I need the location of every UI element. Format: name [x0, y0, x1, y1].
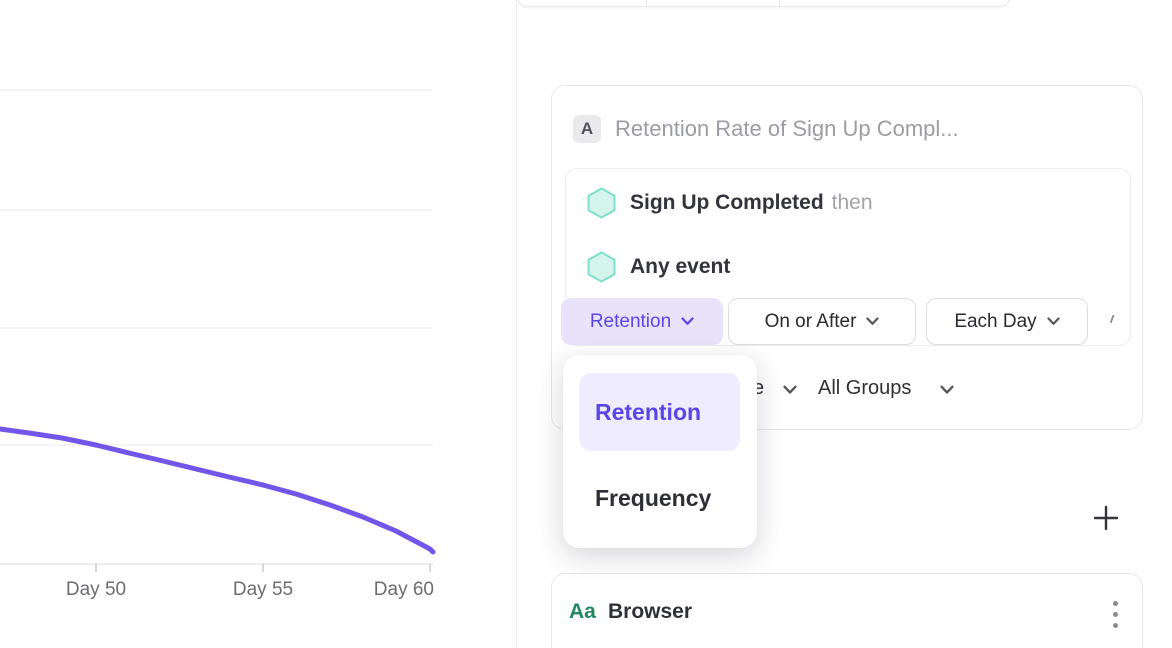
mode-dropdown-label: Retention: [589, 310, 672, 332]
add-button[interactable]: [1092, 504, 1120, 532]
kebab-menu-button[interactable]: [1103, 596, 1127, 632]
x-axis-tick-label: Day 50: [65, 579, 127, 600]
timing-dropdown-label: On or After: [764, 310, 857, 332]
panel-divider: [516, 0, 517, 648]
menu-item-retention[interactable]: Retention: [579, 373, 740, 451]
measured-as-row: e All Groups: [552, 377, 1142, 407]
event-hexagon-icon: [587, 251, 616, 283]
kebab-dot: [1112, 600, 1118, 606]
string-type-icon: Aa: [569, 600, 596, 623]
retention-chart: [0, 89, 436, 572]
chevron-down-icon: [1047, 317, 1060, 326]
interval-dropdown-label: Each Day: [954, 310, 1037, 332]
chevron-down-icon: [783, 385, 797, 395]
event-hexagon-icon: [587, 187, 616, 219]
chevron-down-icon: [866, 317, 880, 326]
event-name: Any event: [630, 255, 731, 278]
tab-divider: [779, 0, 780, 6]
tab-divider: [646, 0, 647, 6]
chevron-down-icon: [940, 385, 954, 395]
property-card[interactable]: Aa Browser: [551, 573, 1143, 648]
event-suffix: then: [831, 191, 873, 214]
groups-dropdown[interactable]: All Groups: [818, 377, 912, 399]
metric-badge: A: [573, 115, 601, 143]
mode-dropdown-menu: Retention Frequency: [563, 355, 757, 548]
interval-dropdown-button[interactable]: Each Day: [926, 298, 1088, 345]
event-row-return[interactable]: Any event: [587, 251, 730, 283]
x-axis-tick-label: Day 60: [373, 579, 434, 600]
x-axis-tick-label: Day 55: [232, 579, 294, 600]
clipped-top-tabs[interactable]: [517, 0, 1010, 7]
menu-item-frequency[interactable]: Frequency: [595, 484, 712, 511]
events-card: Sign Up Completed then Any event Retentio…: [561, 168, 1131, 346]
clipped-icon: [1109, 314, 1118, 325]
timing-dropdown-button[interactable]: On or After: [728, 298, 916, 345]
clipped-dropdown-label[interactable]: e: [753, 377, 765, 399]
chevron-down-icon: [681, 317, 694, 326]
plus-icon: [1093, 505, 1119, 531]
property-name: Browser: [608, 600, 693, 623]
metric-name-input[interactable]: Retention Rate of Sign Up Compl...: [615, 116, 959, 141]
mode-dropdown-button[interactable]: Retention: [561, 298, 723, 345]
kebab-dot: [1112, 622, 1118, 628]
event-row-first[interactable]: Sign Up Completed then: [587, 187, 873, 219]
retention-series-line: [0, 426, 436, 555]
event-name: Sign Up Completed: [630, 191, 824, 214]
kebab-dot: [1112, 611, 1118, 617]
